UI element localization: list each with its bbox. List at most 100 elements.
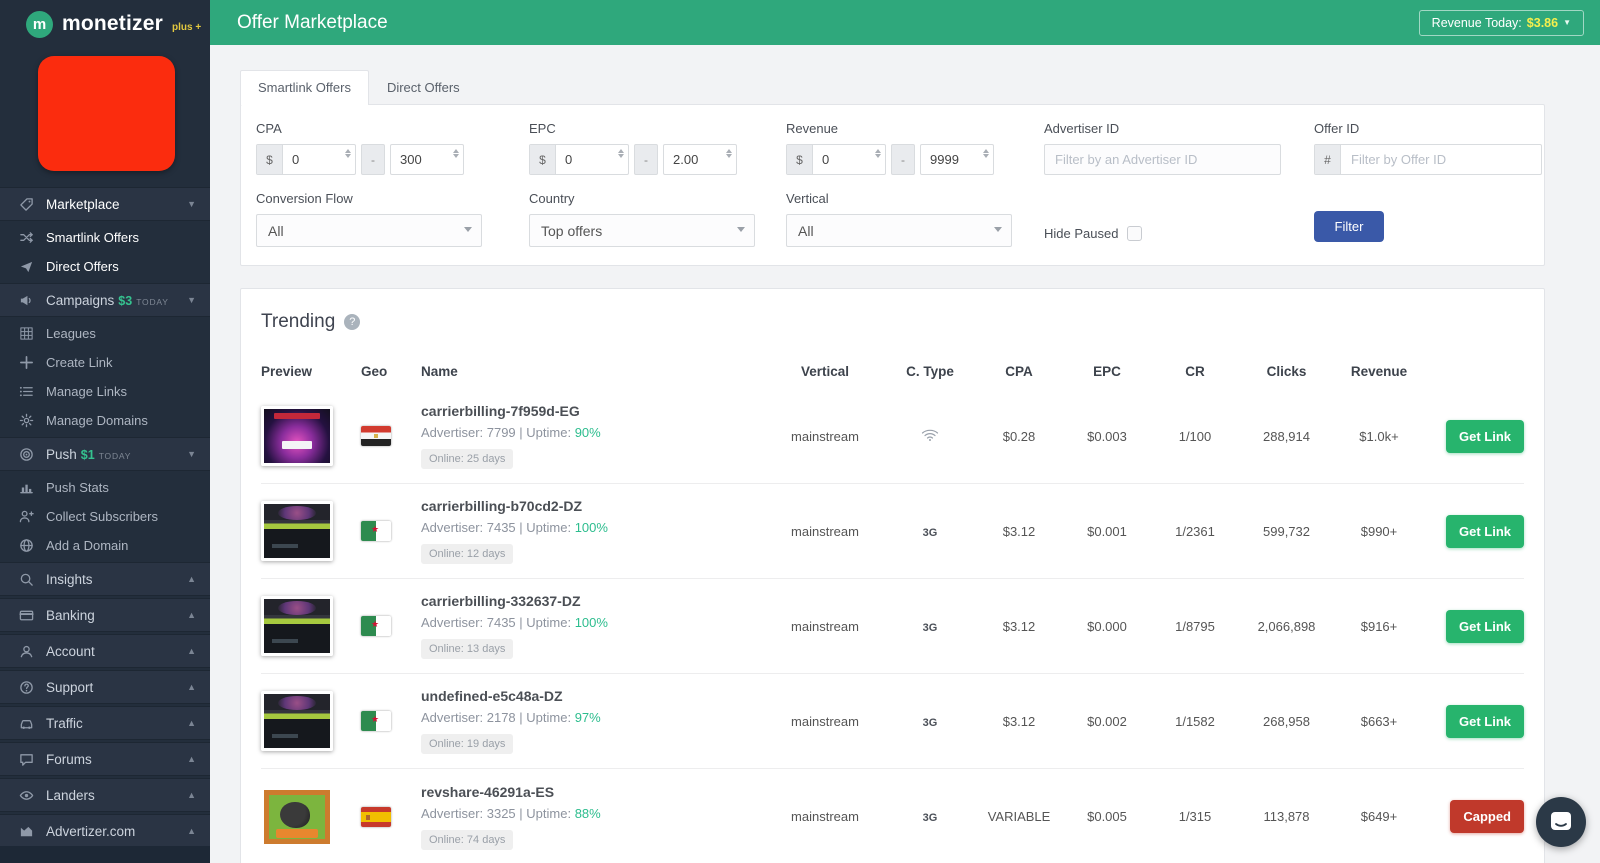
epc-label: EPC bbox=[529, 121, 556, 136]
spinner-icon[interactable] bbox=[726, 149, 732, 158]
spinner-icon[interactable] bbox=[983, 149, 989, 158]
sidebar-item-campaigns[interactable]: Campaigns $3 TODAY ▼ bbox=[0, 283, 210, 317]
online-badge: Online: 12 days bbox=[421, 544, 514, 564]
capped-button[interactable]: Capped bbox=[1450, 800, 1524, 833]
sidebar-item-landers[interactable]: Landers ▲ bbox=[0, 778, 210, 812]
sidebar-item-create-link[interactable]: Create Link bbox=[0, 348, 210, 377]
conversion-flow-select[interactable]: All bbox=[256, 214, 482, 247]
sidebar-item-add-a-domain[interactable]: Add a Domain bbox=[0, 531, 210, 560]
filter-vertical: Vertical All bbox=[786, 191, 1044, 247]
country-select[interactable]: Top offers bbox=[529, 214, 755, 247]
epc-max-input[interactable] bbox=[664, 145, 736, 174]
sidebar-item-insights[interactable]: Insights ▲ bbox=[0, 562, 210, 596]
tab-smartlink-offers[interactable]: Smartlink Offers bbox=[240, 70, 369, 105]
offer-meta: Advertiser: 3325 | Uptime: 88% bbox=[421, 805, 601, 821]
offer-cr: 1/8795 bbox=[1175, 618, 1215, 634]
chevron-down-icon bbox=[994, 227, 1002, 232]
offer-id-label: Offer ID bbox=[1314, 121, 1360, 136]
sidebar-item-advertizer[interactable]: Advertizer.com ▲ bbox=[0, 814, 210, 846]
sidebar-item-support[interactable]: Support ▲ bbox=[0, 670, 210, 704]
revenue-min-input[interactable] bbox=[813, 145, 885, 174]
revenue-max-input[interactable] bbox=[921, 145, 993, 174]
offer-name[interactable]: carrierbilling-b70cd2-DZ bbox=[421, 498, 583, 514]
table-row: undefined-e5c48a-DZ Advertiser: 2178 | U… bbox=[261, 674, 1524, 769]
vertical-select[interactable]: All bbox=[786, 214, 1012, 247]
get-link-button[interactable]: Get Link bbox=[1445, 609, 1524, 643]
globe-icon bbox=[18, 538, 35, 554]
get-link-button[interactable]: Get Link bbox=[1445, 704, 1524, 738]
offer-tabs: Smartlink Offers Direct Offers bbox=[240, 70, 1545, 105]
offer-clicks: 268,958 bbox=[1263, 713, 1310, 729]
cpa-max-input[interactable] bbox=[391, 145, 463, 174]
online-badge: Online: 25 days bbox=[421, 449, 514, 469]
offer-name[interactable]: carrierbilling-332637-DZ bbox=[421, 593, 581, 609]
offer-revenue: $663+ bbox=[1360, 713, 1398, 729]
brand[interactable]: m monetizer plus + bbox=[0, 0, 210, 48]
offer-id-input[interactable] bbox=[1341, 145, 1541, 174]
flag-algeria-icon bbox=[361, 521, 391, 541]
spinner-icon[interactable] bbox=[875, 149, 881, 158]
car-icon bbox=[18, 715, 35, 731]
revenue-today-button[interactable]: Revenue Today: $3.86 ▼ bbox=[1418, 9, 1584, 36]
chevron-up-icon: ▲ bbox=[187, 574, 196, 584]
chat-widget-button[interactable] bbox=[1536, 797, 1586, 847]
offer-preview-image[interactable] bbox=[261, 691, 333, 751]
tab-direct-offers[interactable]: Direct Offers bbox=[386, 80, 460, 95]
chevron-down-icon: ▼ bbox=[187, 295, 196, 305]
range-separator: - bbox=[634, 144, 658, 175]
offer-vertical: mainstream bbox=[791, 523, 859, 539]
offer-cpa: $3.12 bbox=[1002, 523, 1036, 539]
flag-algeria-icon bbox=[361, 616, 391, 636]
cpa-min-input[interactable] bbox=[283, 145, 355, 174]
sidebar-item-manage-links[interactable]: Manage Links bbox=[0, 377, 210, 406]
spinner-icon[interactable] bbox=[618, 149, 624, 158]
offer-name[interactable]: undefined-e5c48a-DZ bbox=[421, 688, 563, 704]
filter-epc: EPC $ - bbox=[529, 121, 786, 175]
offer-name[interactable]: carrierbilling-7f959d-EG bbox=[421, 403, 580, 419]
hide-paused-checkbox[interactable] bbox=[1127, 225, 1143, 241]
offer-preview-image[interactable] bbox=[261, 786, 333, 847]
offer-preview-image[interactable] bbox=[261, 596, 333, 656]
sidebar-item-collect-subscribers[interactable]: Collect Subscribers bbox=[0, 502, 210, 531]
sidebar-item-direct-offers[interactable]: Direct Offers bbox=[0, 252, 210, 281]
filter-conversion-flow: Conversion Flow All bbox=[256, 191, 529, 247]
eye-icon bbox=[18, 787, 35, 803]
bar-chart-icon bbox=[18, 480, 35, 496]
online-badge: Online: 19 days bbox=[421, 734, 514, 754]
sidebar-item-smartlink-offers[interactable]: Smartlink Offers bbox=[0, 223, 210, 252]
offer-preview-image[interactable] bbox=[261, 406, 333, 466]
epc-min-input[interactable] bbox=[556, 145, 628, 174]
sidebar-item-forums[interactable]: Forums ▲ bbox=[0, 742, 210, 776]
get-link-button[interactable]: Get Link bbox=[1445, 514, 1524, 548]
spinner-icon[interactable] bbox=[453, 149, 459, 158]
offer-cpa: $3.12 bbox=[1002, 713, 1036, 729]
sidebar-ad-banner[interactable] bbox=[38, 56, 175, 171]
sidebar-item-push-stats[interactable]: Push Stats bbox=[0, 473, 210, 502]
sidebar-item-account[interactable]: Account ▲ bbox=[0, 634, 210, 668]
sidebar-item-traffic[interactable]: Traffic ▲ bbox=[0, 706, 210, 740]
offer-preview-image[interactable] bbox=[261, 501, 333, 561]
flag-egypt-icon bbox=[361, 426, 391, 446]
sidebar-item-push[interactable]: Push $1 TODAY ▼ bbox=[0, 437, 210, 471]
area-chart-icon bbox=[18, 823, 35, 839]
help-icon[interactable]: ? bbox=[344, 314, 361, 330]
sidebar-item-marketplace[interactable]: Marketplace ▼ bbox=[0, 187, 210, 221]
revenue-today-value: $3.86 bbox=[1526, 15, 1559, 30]
sidebar-item-manage-domains[interactable]: Manage Domains bbox=[0, 406, 210, 435]
range-separator: - bbox=[361, 144, 385, 175]
get-link-button[interactable]: Get Link bbox=[1445, 419, 1524, 453]
offer-clicks: 2,066,898 bbox=[1257, 618, 1316, 634]
search-icon bbox=[18, 571, 35, 587]
advertiser-id-input[interactable] bbox=[1044, 144, 1281, 175]
chevron-up-icon: ▲ bbox=[187, 646, 196, 656]
filter-button[interactable]: Filter bbox=[1314, 211, 1384, 242]
wifi-icon bbox=[920, 429, 940, 445]
filter-panel: CPA $ - EPC $ - bbox=[240, 104, 1545, 266]
spinner-icon[interactable] bbox=[345, 149, 351, 158]
shuffle-icon bbox=[18, 230, 35, 246]
sidebar-item-banking[interactable]: Banking ▲ bbox=[0, 598, 210, 632]
sidebar-item-leagues[interactable]: Leagues bbox=[0, 319, 210, 348]
offer-meta: Advertiser: 7435 | Uptime: 100% bbox=[421, 615, 608, 630]
brand-name: monetizer bbox=[62, 12, 163, 35]
offer-name[interactable]: revshare-46291a-ES bbox=[421, 783, 555, 800]
